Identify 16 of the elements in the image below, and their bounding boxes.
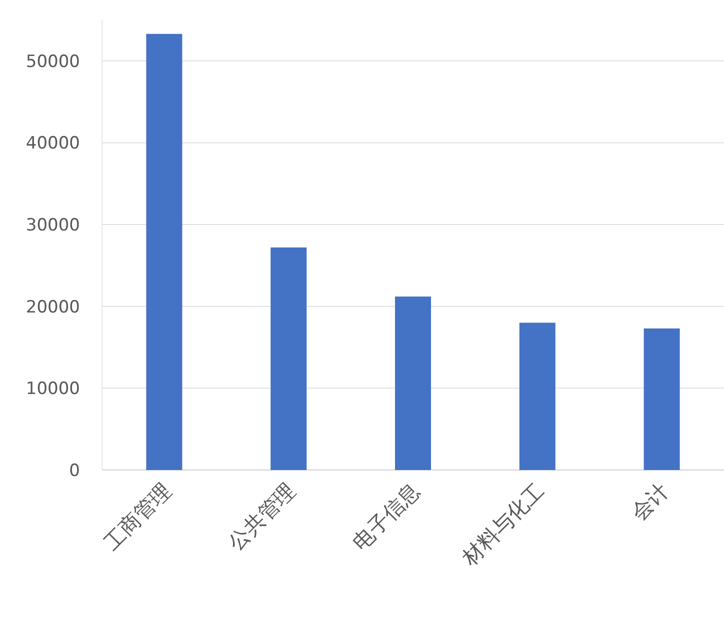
bar [146, 34, 182, 470]
y-tick-label: 50000 [26, 52, 80, 72]
y-tick-label: 20000 [26, 297, 80, 318]
y-tick-label: 30000 [26, 216, 80, 236]
bar [644, 328, 680, 470]
x-tick-label: 电子信息 [348, 478, 425, 555]
x-tick-label: 工商管理 [99, 478, 176, 555]
y-tick-label: 0 [69, 461, 80, 481]
bar [270, 247, 307, 470]
x-tick-label: 材料与化工 [457, 478, 549, 570]
y-tick-label: 40000 [26, 134, 80, 154]
bar [519, 322, 556, 470]
x-tick-label: 会计 [626, 478, 674, 526]
y-tick-label: 10000 [26, 379, 80, 400]
bar [395, 296, 431, 470]
x-tick-label: 公共管理 [224, 478, 300, 555]
